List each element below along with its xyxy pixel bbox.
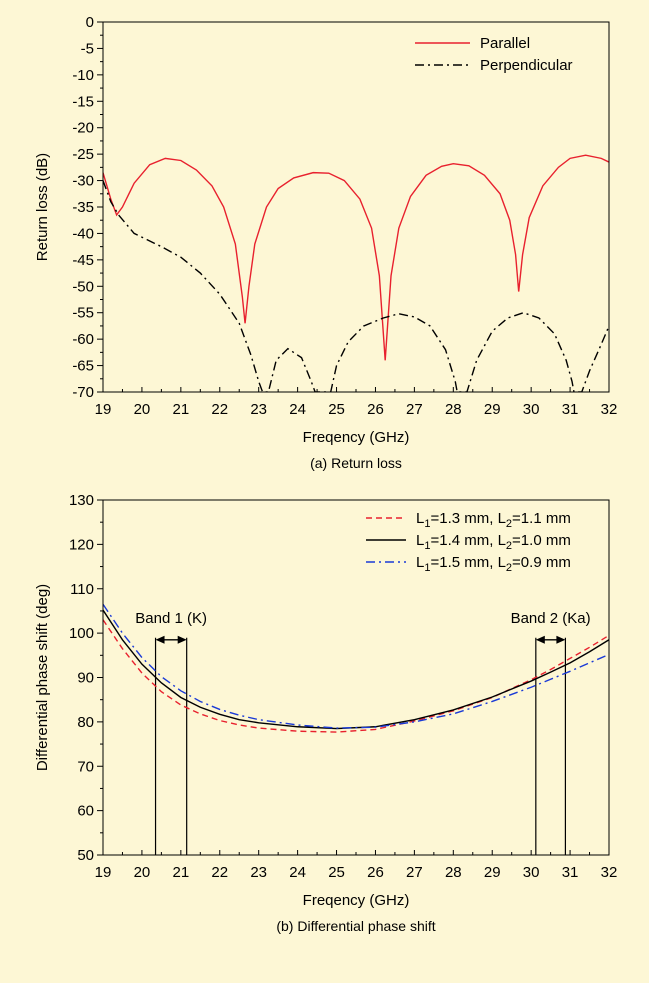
phase-shift-curves <box>103 603 609 733</box>
phase-shift-legend-label: L1=1.3 mm, L2=1.1 mm <box>416 510 571 530</box>
phase-shift-series-3-line <box>103 603 609 729</box>
return-loss-series-2-line <box>103 180 609 392</box>
phase-shift-y-tick-label: 60 <box>77 803 94 820</box>
return-loss-y-tick-label: -50 <box>72 278 94 295</box>
band-2-label: Band 2 (Ka) <box>511 610 591 627</box>
return-loss-y-tick-label: -10 <box>72 67 94 84</box>
phase-shift-caption: (b) Differential phase shift <box>276 918 435 934</box>
return-loss-x-tick-label: 29 <box>484 401 501 418</box>
phase-shift-x-tick-label: 20 <box>134 864 151 881</box>
return-loss-x-tick-label: 30 <box>523 401 540 418</box>
return-loss-y-tick-label: -35 <box>72 199 94 216</box>
phase-shift-x-tick-label: 21 <box>173 864 190 881</box>
phase-shift-y-axis-label: Differential phase shift (deg) <box>34 584 51 771</box>
phase-shift-y-tick-label: 120 <box>69 536 94 553</box>
return-loss-y-tick-label: 0 <box>86 14 94 31</box>
return-loss-x-tick-label: 19 <box>95 401 112 418</box>
return-loss-x-ticks: 19 20 21 22 23 24 25 26 27 28 29 30 31 32 <box>95 387 618 418</box>
return-loss-series-1-line <box>103 154 609 361</box>
return-loss-x-tick-label: 31 <box>562 401 579 418</box>
band-1-label: Band 1 (K) <box>135 610 207 627</box>
phase-shift-y-tick-label: 50 <box>77 847 94 864</box>
phase-shift-x-tick-label: 23 <box>250 864 267 881</box>
phase-shift-legend-label: L1=1.5 mm, L2=0.9 mm <box>416 554 571 574</box>
phase-shift-x-tick-label: 19 <box>95 864 112 881</box>
band-2-arrow-right <box>556 635 566 644</box>
return-loss-x-tick-label: 25 <box>328 401 345 418</box>
phase-shift-y-tick-label: 130 <box>69 492 94 509</box>
return-loss-x-tick-label: 20 <box>134 401 151 418</box>
return-loss-y-tick-label: -55 <box>72 305 94 322</box>
phase-shift-x-tick-label: 22 <box>211 864 228 881</box>
return-loss-x-tick-label: 27 <box>406 401 423 418</box>
return-loss-y-tick-label: -40 <box>72 225 94 242</box>
return-loss-legend: Parallel Perpendicular <box>415 35 573 74</box>
return-loss-y-tick-label: -25 <box>72 146 94 163</box>
phase-shift-x-tick-label: 28 <box>445 864 462 881</box>
phase-shift-y-tick-label: 110 <box>70 581 94 598</box>
return-loss-curves <box>103 154 609 392</box>
phase-shift-y-ticks: 50 60 70 80 90 100 110 120 130 <box>69 492 103 864</box>
return-loss-x-tick-label: 22 <box>211 401 228 418</box>
phase-shift-series-2-line <box>103 609 609 730</box>
phase-shift-y-tick-label: 100 <box>69 625 94 642</box>
phase-shift-legend-label: L1=1.4 mm, L2=1.0 mm <box>416 532 571 552</box>
phase-shift-y-tick-label: 70 <box>77 758 94 775</box>
phase-shift-x-tick-label: 26 <box>367 864 384 881</box>
return-loss-y-tick-label: -65 <box>72 358 94 375</box>
return-loss-y-tick-label: -60 <box>72 331 94 348</box>
band-1-arrow-right <box>177 635 187 644</box>
return-loss-x-tick-label: 21 <box>173 401 190 418</box>
band-1-arrow-left <box>155 635 165 644</box>
return-loss-y-axis-label: Return loss (dB) <box>34 153 51 261</box>
return-loss-y-tick-label: -70 <box>72 384 94 401</box>
phase-shift-x-tick-label: 31 <box>562 864 579 881</box>
phase-shift-y-tick-label: 90 <box>77 670 94 687</box>
phase-shift-x-tick-label: 29 <box>484 864 501 881</box>
return-loss-y-tick-label: -45 <box>72 252 94 269</box>
return-loss-x-axis-label: Freqency (GHz) <box>303 429 410 446</box>
return-loss-x-tick-label: 23 <box>250 401 267 418</box>
return-loss-y-tick-label: -5 <box>81 40 94 57</box>
phase-shift-x-tick-label: 27 <box>406 864 423 881</box>
return-loss-y-tick-label: -15 <box>72 93 94 110</box>
return-loss-caption: (a) Return loss <box>310 455 402 471</box>
return-loss-legend-label: Perpendicular <box>480 57 573 74</box>
phase-shift-x-tick-label: 24 <box>289 864 306 881</box>
phase-shift-x-tick-label: 32 <box>601 864 618 881</box>
phase-shift-y-tick-label: 80 <box>77 714 94 731</box>
return-loss-legend-label: Parallel <box>480 35 530 52</box>
return-loss-x-tick-label: 24 <box>289 401 306 418</box>
phase-shift-x-tick-label: 25 <box>328 864 345 881</box>
return-loss-x-tick-label: 26 <box>367 401 384 418</box>
return-loss-x-tick-label: 32 <box>601 401 618 418</box>
phase-shift-panel: Band 1 (K) Band 2 (Ka) 19 20 21 22 23 24 25 26 27… <box>34 492 617 934</box>
phase-shift-band-markers: Band 1 (K) Band 2 (Ka) <box>135 610 591 855</box>
phase-shift-x-tick-label: 30 <box>523 864 540 881</box>
return-loss-y-ticks: 0 -5 -10 -15 -20 -25 -30 -35 -40 -45 -50 -55 -60 -65 -… <box>72 14 103 401</box>
phase-shift-x-axis-label: Freqency (GHz) <box>303 892 410 909</box>
phase-shift-x-ticks: 19 20 21 22 23 24 25 26 27 28 29 30 31 32 <box>95 850 618 881</box>
return-loss-y-tick-label: -20 <box>72 120 94 137</box>
band-2-arrow-left <box>535 635 545 644</box>
return-loss-x-tick-label: 28 <box>445 401 462 418</box>
return-loss-panel: 19 20 21 22 23 24 25 26 27 28 29 30 31 32 0 -5 -10 -15 -2… <box>34 14 617 471</box>
return-loss-y-tick-label: -30 <box>72 173 94 190</box>
